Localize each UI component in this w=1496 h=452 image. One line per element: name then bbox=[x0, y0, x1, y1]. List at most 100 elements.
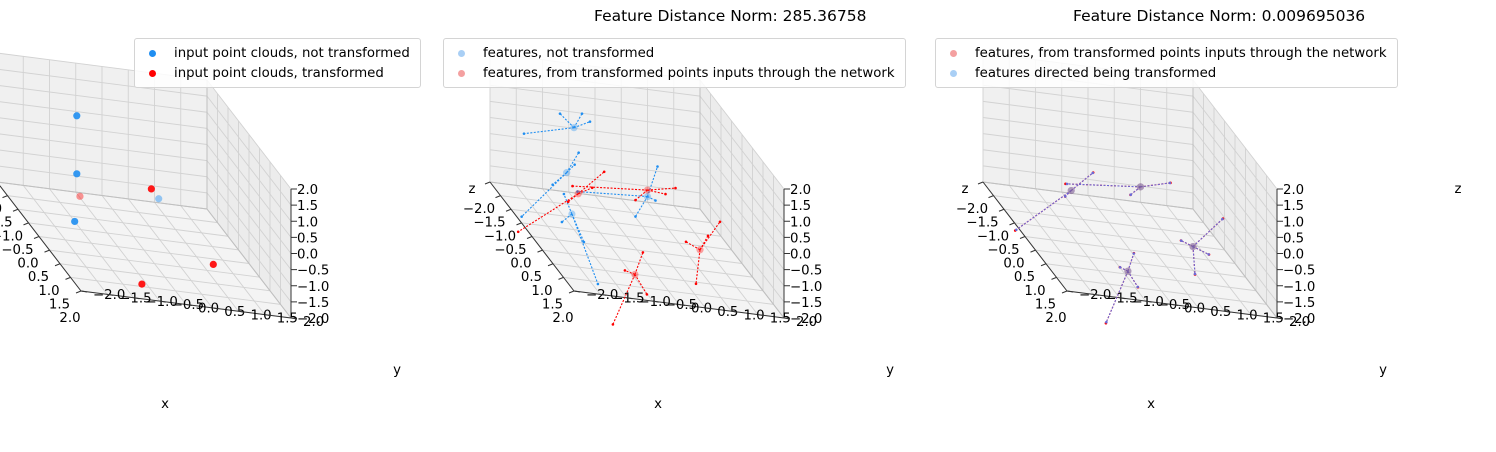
feature-vector-tip bbox=[558, 112, 562, 115]
feature-vector bbox=[577, 171, 605, 195]
legend-label: input point clouds, not transformed bbox=[174, 45, 410, 61]
feature-vector-tip bbox=[611, 323, 615, 326]
feature-vector-overlay-tip bbox=[1221, 217, 1224, 221]
feature-vector-overlay-tip bbox=[1129, 193, 1132, 196]
legend-label: features directed being transformed bbox=[975, 65, 1217, 81]
y-tick-label: 1.0 bbox=[744, 308, 765, 323]
feature-vector-overlay-tip bbox=[1179, 239, 1183, 242]
feature-vector-tip bbox=[522, 132, 526, 135]
y-tick-label: −0.5 bbox=[1158, 298, 1190, 313]
gridline bbox=[552, 263, 764, 292]
legend-item: input point clouds, transformed bbox=[145, 63, 410, 83]
x-tick bbox=[537, 249, 543, 253]
y-tick bbox=[626, 297, 633, 300]
feature-transformed bbox=[574, 190, 582, 198]
x-tick bbox=[988, 195, 994, 199]
gridline bbox=[699, 111, 785, 222]
z-tick-label: −0.5 bbox=[1283, 264, 1315, 279]
feature-vector-tip bbox=[664, 192, 667, 196]
y-tick-label: 1.0 bbox=[251, 308, 272, 323]
y-tick-label: 0.0 bbox=[691, 302, 712, 317]
z-tick-label: −1.0 bbox=[297, 280, 329, 295]
feature-vector-overlay-tip bbox=[1168, 181, 1172, 185]
feature-vector bbox=[699, 235, 709, 251]
feature-vector-tip bbox=[516, 230, 520, 234]
z-tick-label: 0.5 bbox=[1283, 231, 1304, 246]
x-tick bbox=[44, 249, 50, 253]
gridline bbox=[1192, 79, 1278, 190]
y-tick bbox=[678, 304, 686, 306]
x-tick-label: 2.0 bbox=[552, 311, 573, 326]
x-tick bbox=[516, 222, 522, 226]
y-tick bbox=[107, 293, 114, 296]
x-tick bbox=[547, 263, 554, 267]
feature-vector-overlay-tip bbox=[1065, 182, 1069, 186]
feature-vector-overlay bbox=[1119, 266, 1129, 272]
x-tick bbox=[1040, 263, 1047, 267]
feature-vector bbox=[577, 187, 593, 195]
feature-not-transformed bbox=[568, 210, 576, 218]
x-axis-label: x bbox=[1147, 397, 1155, 412]
feature-vector bbox=[573, 121, 591, 129]
feature-vector bbox=[561, 213, 573, 223]
feature-vector-overlay bbox=[1192, 246, 1196, 275]
feature-vector-tip bbox=[623, 269, 627, 272]
legend-item: input point clouds, not transformed bbox=[145, 43, 410, 63]
gridline bbox=[206, 95, 292, 206]
legend-swatch bbox=[950, 49, 957, 57]
z-tick-label: 1.5 bbox=[790, 199, 811, 214]
y-tick bbox=[185, 304, 193, 306]
gridline bbox=[673, 205, 759, 315]
x-tick-label: −0.5 bbox=[1, 243, 33, 258]
pane-edge bbox=[1192, 208, 1278, 319]
feature-vector bbox=[635, 189, 648, 201]
y-tick bbox=[1198, 307, 1205, 310]
gridline bbox=[1192, 144, 1278, 254]
y-tick bbox=[133, 297, 140, 300]
feature-vector-tip bbox=[571, 184, 574, 188]
x-axis-label: x bbox=[654, 397, 662, 412]
feature-not-transformed bbox=[563, 169, 571, 177]
feature-vector-tip bbox=[684, 240, 688, 244]
y-tick-label: 1.5 bbox=[770, 312, 791, 327]
feature-vector bbox=[517, 193, 579, 233]
y-tick-label: 0.5 bbox=[717, 305, 738, 320]
y-tick-label: −1.5 bbox=[1105, 291, 1137, 306]
y-tick-label: −1.0 bbox=[1132, 295, 1164, 310]
x-tick bbox=[558, 276, 564, 280]
gridline bbox=[0, 117, 208, 145]
y-tick bbox=[1119, 297, 1126, 300]
legend-item: features, from transformed points inputs… bbox=[454, 63, 895, 83]
x-tick bbox=[568, 290, 575, 294]
x-tick bbox=[1061, 290, 1068, 294]
y-tick bbox=[705, 307, 712, 310]
point-transformed bbox=[138, 280, 146, 288]
feature-vector bbox=[563, 193, 573, 215]
y-axis-label: y bbox=[886, 363, 894, 378]
feature-vector bbox=[566, 164, 576, 174]
gridline bbox=[206, 128, 292, 238]
point-not-transformed bbox=[71, 217, 79, 226]
feature-vector-overlay bbox=[1127, 253, 1135, 272]
x-tick bbox=[33, 236, 40, 239]
y-tick-label: −0.5 bbox=[665, 298, 697, 313]
feature-directly-transformed bbox=[1136, 183, 1145, 191]
x-tick bbox=[977, 181, 984, 185]
feature-vector-tip bbox=[582, 240, 586, 244]
x-tick bbox=[12, 208, 19, 212]
feature-vector-overlay bbox=[1016, 190, 1072, 231]
pane-edge bbox=[982, 181, 1194, 210]
z-tick-label: −1.5 bbox=[790, 296, 822, 311]
x-tick bbox=[1051, 276, 1057, 280]
pane-edge bbox=[489, 181, 701, 210]
feature-vector bbox=[552, 172, 568, 186]
feature-vector bbox=[624, 269, 636, 275]
x-tick bbox=[1030, 249, 1036, 253]
gridline bbox=[101, 195, 187, 305]
x-tick-label: −1.0 bbox=[484, 229, 516, 244]
z-tick-label: −1.5 bbox=[297, 296, 329, 311]
y-tick-label: 0.5 bbox=[1210, 305, 1231, 320]
feature-transformed bbox=[696, 246, 704, 254]
gridline bbox=[206, 144, 292, 254]
feature-vector bbox=[685, 241, 701, 251]
